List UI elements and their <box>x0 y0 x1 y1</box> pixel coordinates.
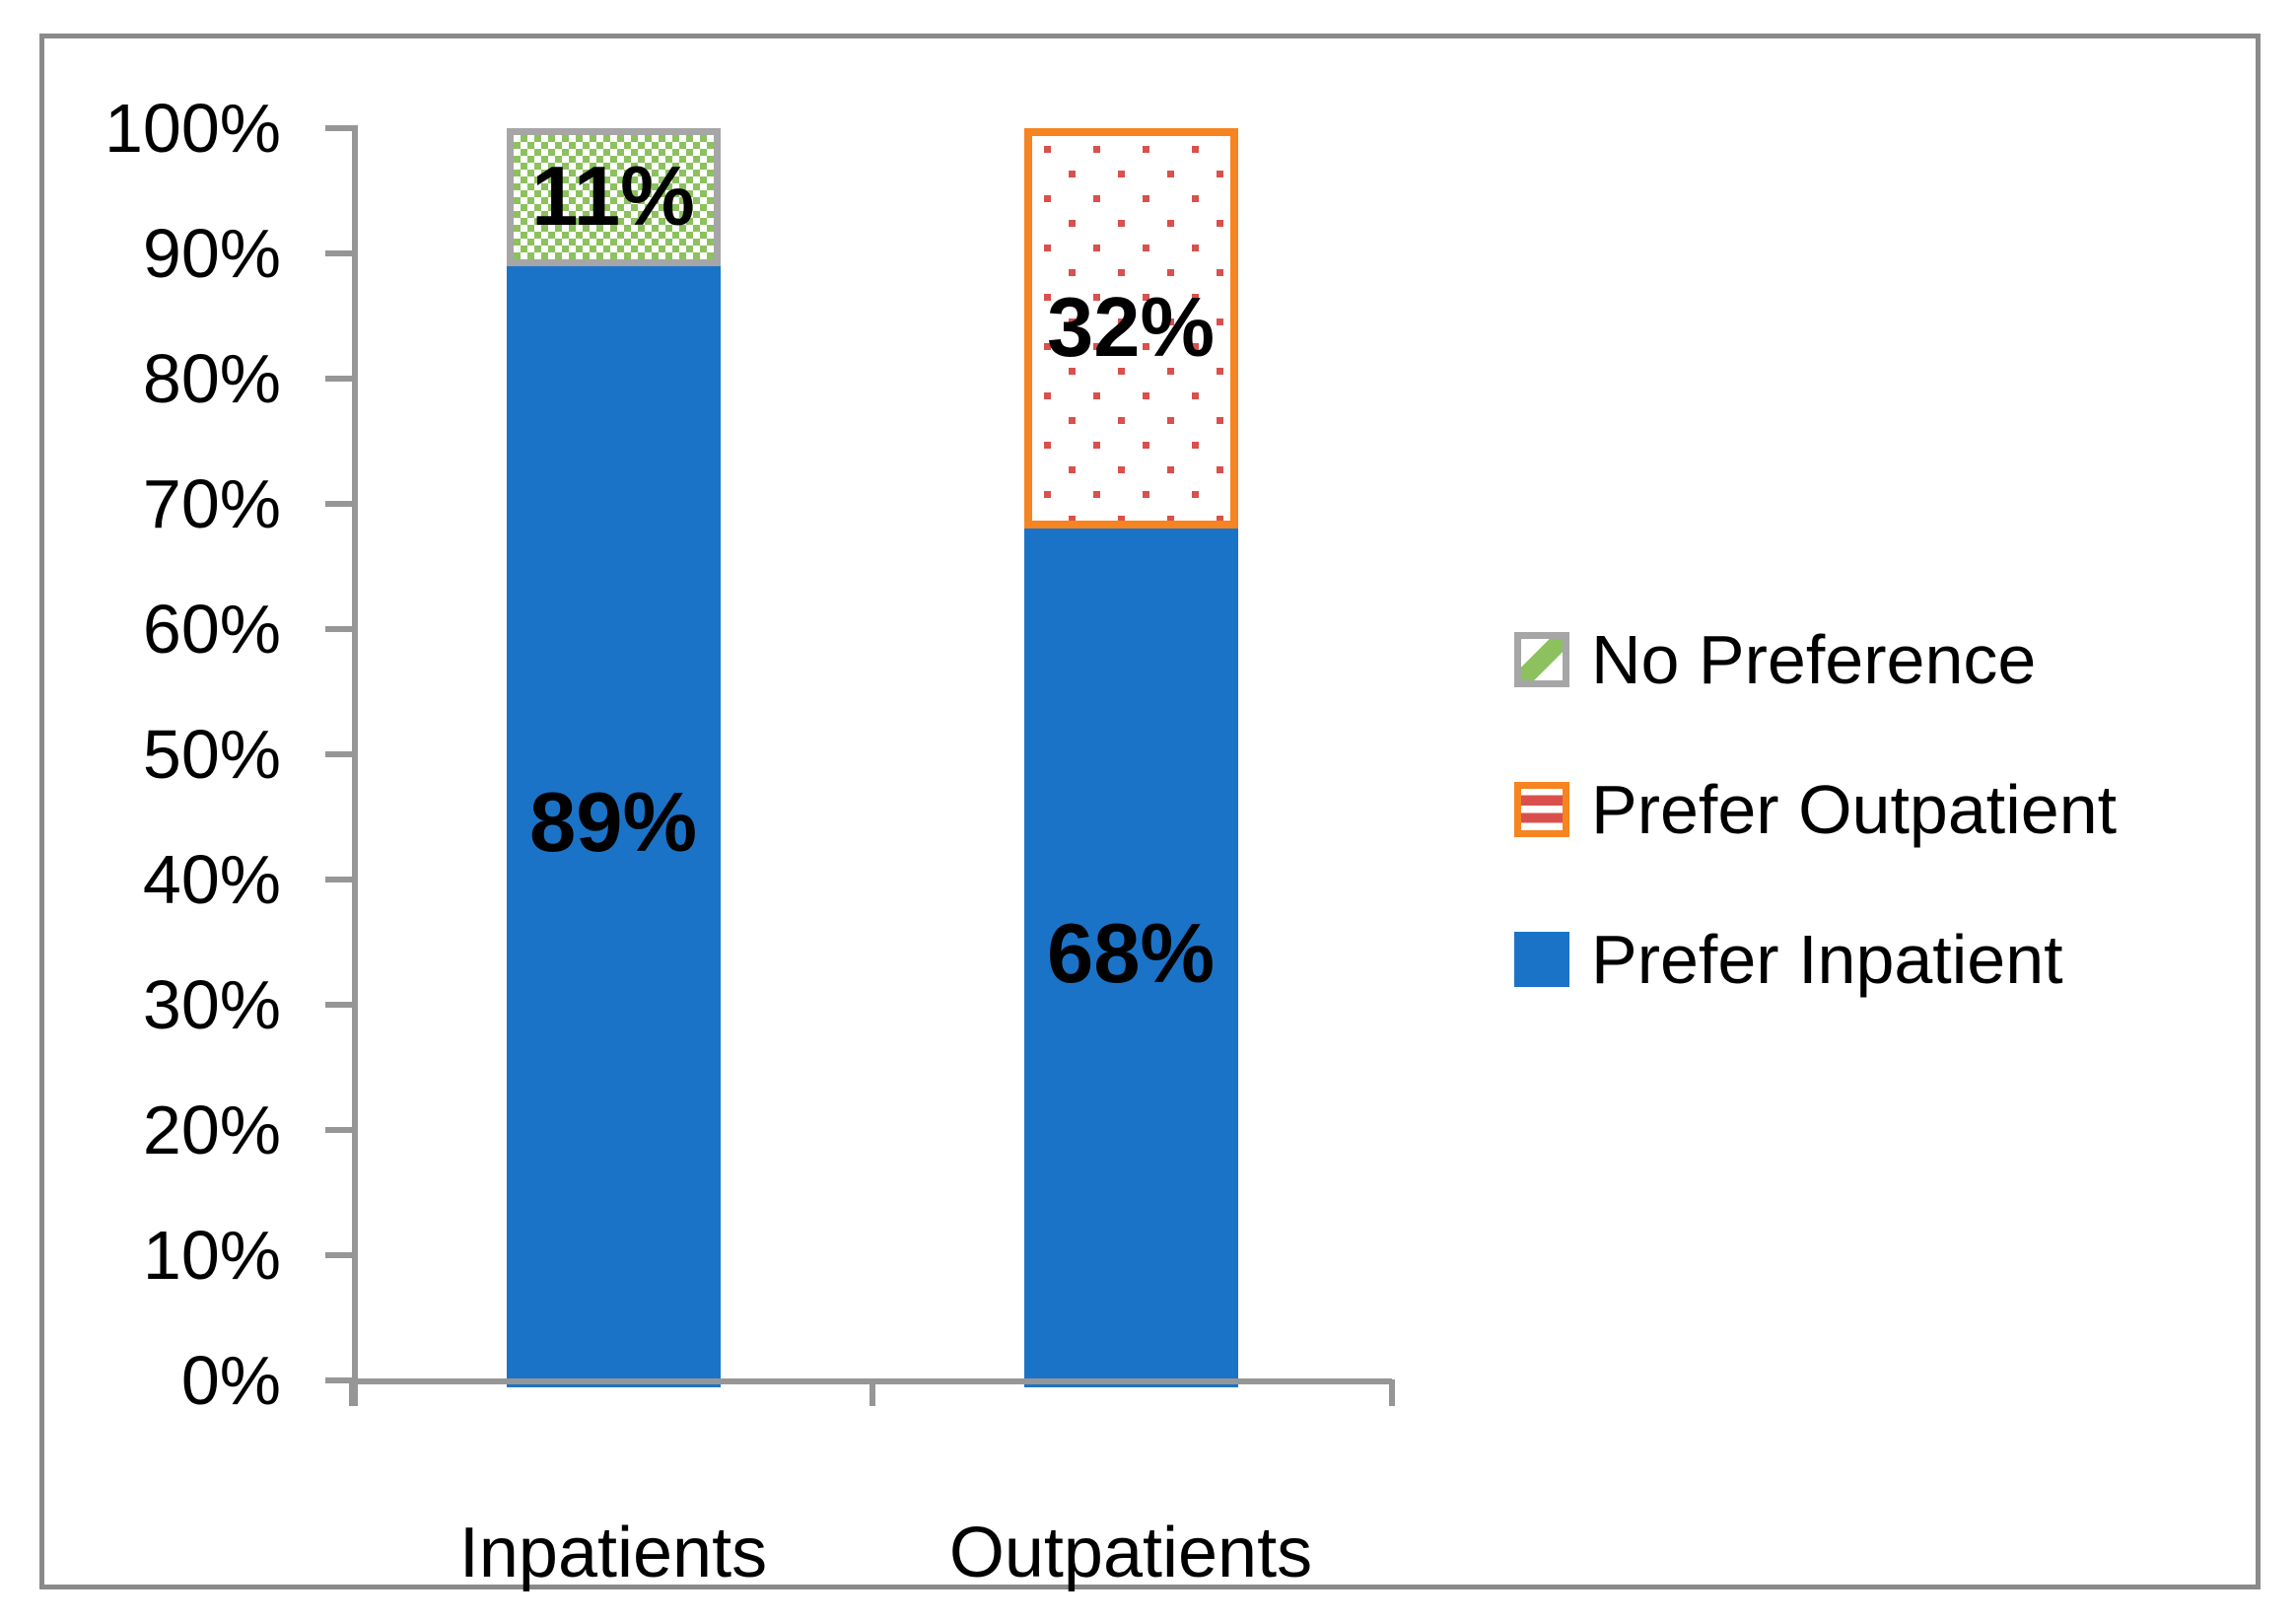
x-axis-category-label-inpatients: Inpatients <box>458 1514 768 1592</box>
bar-segment-inpatients-prefer-inpatient <box>506 265 721 1387</box>
x-axis-tick <box>1389 1379 1395 1406</box>
legend-item-no-preference: No Preference <box>1514 615 2036 704</box>
y-axis-label-100-: 100% <box>104 90 281 167</box>
x-axis-tick <box>349 1379 355 1406</box>
legend-item-prefer-outpatient: Prefer Outpatient <box>1514 765 2117 854</box>
data-label-inpatients-prefer-inpatient: 89% <box>528 775 698 870</box>
legend: No Preference Prefer Outpatient Prefer I… <box>1514 0 2263 1622</box>
data-label-outpatients-prefer-inpatient: 68% <box>1046 907 1216 1002</box>
prefer-inpatient-solid-icon <box>1514 932 1569 987</box>
y-axis-tick <box>325 1377 352 1383</box>
bar-segment-outpatients-prefer-inpatient <box>1023 529 1238 1387</box>
legend-label-no-preference: No Preference <box>1591 621 2037 698</box>
bar-segment-inpatients-no-preference <box>506 128 721 266</box>
y-axis-label-50-: 50% <box>142 716 281 793</box>
prefer-outpatient-pattern-icon <box>1514 782 1569 837</box>
data-label-inpatients-no-preference: 11% <box>531 149 695 244</box>
legend-label-prefer-inpatient: Prefer Inpatient <box>1591 921 2063 998</box>
y-axis-tick <box>325 626 352 632</box>
y-axis-tick <box>325 1002 352 1008</box>
y-axis-label-0-: 0% <box>180 1342 281 1419</box>
y-axis-label-90-: 90% <box>142 215 281 292</box>
legend-label-prefer-outpatient: Prefer Outpatient <box>1591 771 2118 848</box>
y-axis-tick <box>325 1127 352 1133</box>
y-axis-tick <box>325 125 352 131</box>
no-preference-pattern-icon <box>1514 632 1569 687</box>
data-label-outpatients-prefer-outpatient: 32% <box>1046 281 1216 376</box>
bar-segment-outpatients-prefer-outpatient <box>1023 128 1238 529</box>
y-axis-tick <box>325 501 352 507</box>
y-axis-label-60-: 60% <box>142 591 281 668</box>
y-axis-tick <box>325 751 352 757</box>
y-axis-label-10-: 10% <box>142 1217 281 1294</box>
y-axis-label-70-: 70% <box>142 465 281 542</box>
y-axis-tick <box>325 250 352 256</box>
chart-outer-border <box>39 34 2261 1589</box>
y-axis-tick <box>325 1252 352 1258</box>
legend-item-prefer-inpatient: Prefer Inpatient <box>1514 915 2063 1004</box>
y-axis-label-20-: 20% <box>142 1092 281 1168</box>
y-axis-label-40-: 40% <box>142 841 281 918</box>
x-axis-tick <box>869 1379 875 1406</box>
x-axis-category-label-outpatients: Outpatients <box>948 1514 1313 1592</box>
y-axis-line <box>352 125 358 1406</box>
y-axis-tick <box>325 376 352 382</box>
y-axis-label-80-: 80% <box>142 340 281 417</box>
y-axis-tick <box>325 877 352 882</box>
y-axis-label-30-: 30% <box>142 966 281 1043</box>
